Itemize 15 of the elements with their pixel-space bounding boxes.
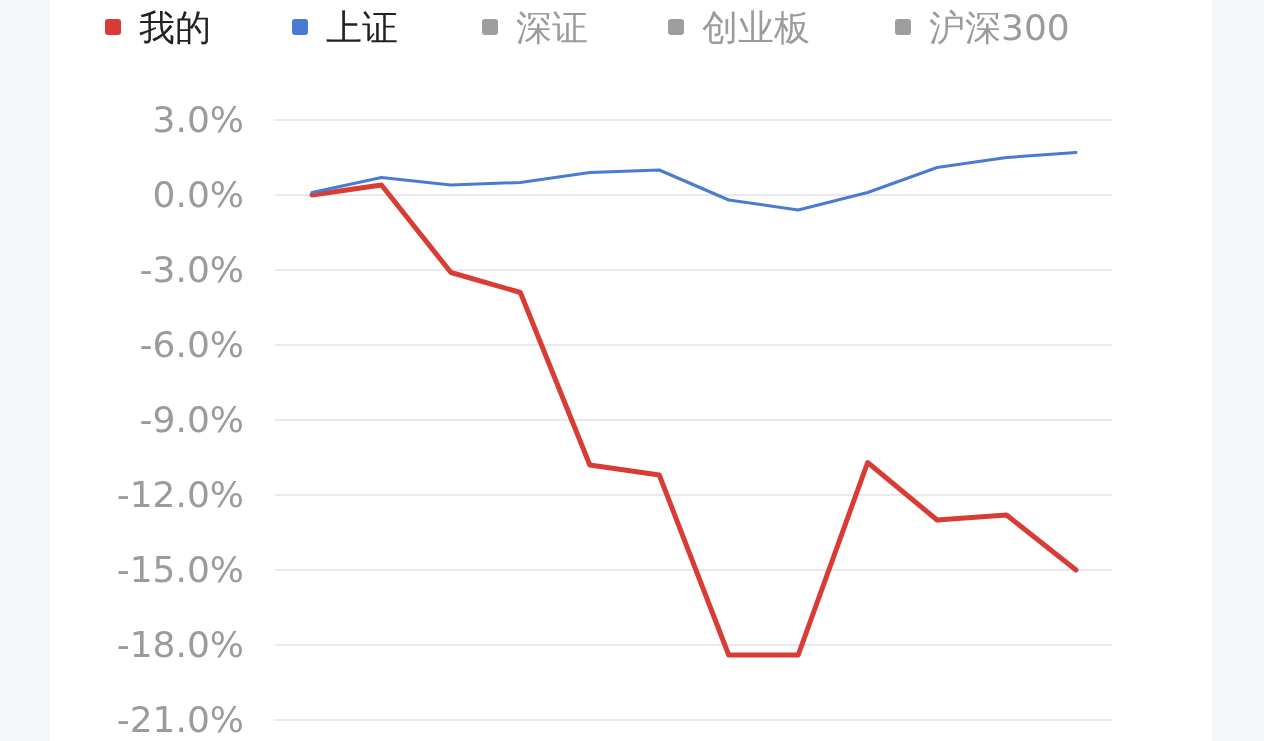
legend-label: 沪深300: [929, 7, 1070, 48]
y-tick-label: 0.0%: [152, 174, 244, 215]
y-tick-label: -12.0%: [116, 474, 244, 515]
y-tick-label: -9.0%: [139, 399, 244, 440]
y-tick-label: -18.0%: [116, 624, 244, 665]
y-tick-label: -3.0%: [139, 249, 244, 290]
y-tick-label: -21.0%: [116, 699, 244, 740]
legend-label: 上证: [326, 7, 398, 48]
y-tick-label: 3.0%: [152, 99, 244, 140]
legend-label: 创业板: [702, 7, 810, 48]
legend-label: 深证: [516, 7, 588, 48]
y-tick-label: -6.0%: [139, 324, 244, 365]
line-series: [310, 151, 1078, 212]
legend-label: 我的: [139, 7, 211, 48]
y-tick-label: -15.0%: [116, 549, 244, 590]
